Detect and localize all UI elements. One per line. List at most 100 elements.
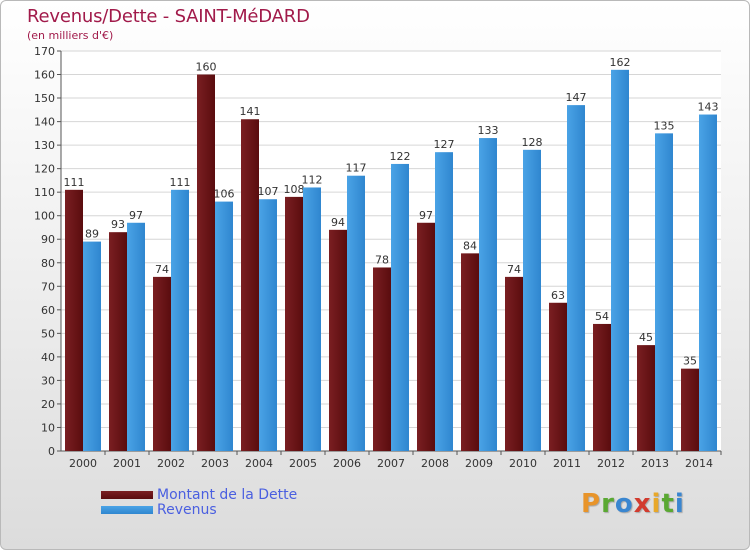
data-label: 162 bbox=[610, 56, 631, 69]
y-tick-label: 130 bbox=[34, 139, 55, 152]
x-tick-label: 2012 bbox=[597, 457, 625, 470]
data-label: 147 bbox=[566, 91, 587, 104]
logo-letter: x bbox=[633, 489, 652, 519]
data-label: 45 bbox=[639, 331, 653, 344]
proxiti-logo: Proxiti bbox=[581, 489, 685, 519]
logo-letter: i bbox=[651, 489, 662, 519]
y-tick-label: 10 bbox=[41, 421, 55, 434]
x-tick-label: 2014 bbox=[685, 457, 713, 470]
data-label: 133 bbox=[478, 124, 499, 137]
data-label: 108 bbox=[284, 183, 305, 196]
x-tick-label: 2011 bbox=[553, 457, 581, 470]
legend-item-debt: Montant de la Dette bbox=[101, 487, 297, 503]
logo-letter: o bbox=[614, 489, 634, 519]
bar-revenue bbox=[479, 138, 497, 451]
data-label: 112 bbox=[302, 173, 323, 186]
bar-debt bbox=[505, 276, 523, 451]
chart-title: Revenus/Dette - SAINT-MéDARD bbox=[27, 6, 310, 27]
bar-debt bbox=[241, 119, 259, 451]
x-tick-label: 2006 bbox=[333, 457, 361, 470]
x-tick-label: 2000 bbox=[69, 457, 97, 470]
bar-debt bbox=[285, 196, 303, 451]
bar-revenue bbox=[259, 199, 277, 451]
y-tick-label: 100 bbox=[34, 210, 55, 223]
x-tick-label: 2002 bbox=[157, 457, 185, 470]
data-label: 93 bbox=[111, 218, 125, 231]
y-tick-label: 80 bbox=[41, 257, 55, 270]
data-label: 106 bbox=[214, 188, 235, 201]
x-tick-label: 2005 bbox=[289, 457, 317, 470]
bar-debt bbox=[65, 189, 83, 451]
y-tick-label: 110 bbox=[34, 186, 55, 199]
data-label: 35 bbox=[683, 355, 697, 368]
x-tick-label: 2013 bbox=[641, 457, 669, 470]
y-tick-label: 40 bbox=[41, 351, 55, 364]
data-label: 94 bbox=[331, 216, 345, 229]
bar-revenue bbox=[171, 189, 189, 451]
x-tick-label: 2009 bbox=[465, 457, 493, 470]
legend-swatch-revenue bbox=[101, 506, 153, 514]
y-tick-label: 90 bbox=[41, 233, 55, 246]
y-tick-label: 50 bbox=[41, 327, 55, 340]
x-tick-label: 2008 bbox=[421, 457, 449, 470]
data-label: 122 bbox=[390, 150, 411, 163]
bar-revenue bbox=[435, 152, 453, 452]
data-label: 143 bbox=[698, 101, 719, 114]
bar-debt bbox=[153, 276, 171, 451]
bar-revenue bbox=[391, 163, 409, 452]
x-tick-label: 2010 bbox=[509, 457, 537, 470]
bar-revenue bbox=[347, 175, 365, 452]
data-label: 141 bbox=[240, 105, 261, 118]
legend-swatch-debt bbox=[101, 491, 153, 499]
data-label: 97 bbox=[129, 209, 143, 222]
bar-debt bbox=[109, 232, 127, 451]
x-tick-label: 2007 bbox=[377, 457, 405, 470]
x-tick-label: 2003 bbox=[201, 457, 229, 470]
data-label: 107 bbox=[258, 185, 279, 198]
y-tick-label: 60 bbox=[41, 304, 55, 317]
bar-revenue bbox=[567, 105, 585, 451]
bar-debt bbox=[549, 302, 567, 451]
bar-revenue bbox=[611, 69, 629, 451]
data-label: 89 bbox=[85, 228, 99, 241]
data-label: 97 bbox=[419, 209, 433, 222]
bar-revenue bbox=[699, 114, 717, 451]
y-tick-label: 30 bbox=[41, 374, 55, 387]
bar-debt bbox=[681, 368, 699, 451]
bar-revenue bbox=[83, 241, 101, 451]
data-label: 74 bbox=[507, 263, 521, 276]
y-tick-label: 70 bbox=[41, 280, 55, 293]
bar-revenue bbox=[127, 222, 145, 451]
y-tick-label: 140 bbox=[34, 116, 55, 129]
y-tick-label: 150 bbox=[34, 92, 55, 105]
y-tick-label: 120 bbox=[34, 163, 55, 176]
data-label: 160 bbox=[196, 61, 217, 74]
data-label: 111 bbox=[64, 176, 85, 189]
bar-revenue bbox=[655, 133, 673, 451]
y-tick-label: 20 bbox=[41, 398, 55, 411]
x-tick-label: 2001 bbox=[113, 457, 141, 470]
logo-letter: t bbox=[661, 489, 675, 519]
data-label: 111 bbox=[170, 176, 191, 189]
data-label: 74 bbox=[155, 263, 169, 276]
logo-letter: i bbox=[674, 489, 685, 519]
data-label: 127 bbox=[434, 138, 455, 151]
bar-debt bbox=[197, 74, 215, 451]
x-tick-label: 2004 bbox=[245, 457, 273, 470]
logo-letter: P bbox=[581, 489, 602, 519]
chart-subtitle: (en milliers d'€) bbox=[27, 29, 114, 42]
bar-revenue bbox=[303, 187, 321, 451]
legend-item-revenue: Revenus bbox=[101, 502, 217, 518]
data-label: 128 bbox=[522, 136, 543, 149]
bar-debt bbox=[593, 323, 611, 451]
data-label: 117 bbox=[346, 162, 367, 175]
y-tick-label: 170 bbox=[34, 45, 55, 58]
bar-debt bbox=[461, 253, 479, 451]
data-label: 78 bbox=[375, 253, 389, 266]
data-label: 135 bbox=[654, 119, 675, 132]
legend-label-debt: Montant de la Dette bbox=[157, 487, 298, 503]
bar-revenue bbox=[215, 201, 233, 451]
y-tick-label: 0 bbox=[48, 445, 55, 458]
